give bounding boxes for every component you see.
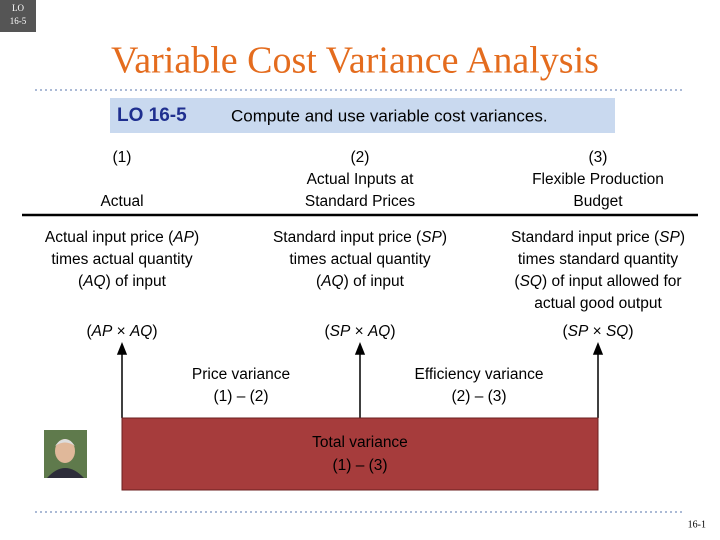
italic-run: AP — [172, 229, 194, 246]
text-run: ( — [324, 323, 330, 340]
text-run: ( — [316, 273, 322, 290]
text-run: actual good output — [534, 295, 662, 312]
column-heading: Budget — [573, 193, 623, 210]
italic-run: AQ — [129, 323, 152, 340]
column-heading: Flexible Production — [532, 171, 664, 188]
text-run: ) of input — [106, 273, 167, 290]
column-formula: (SP × SQ) — [562, 323, 633, 340]
arrow-head — [592, 341, 604, 355]
corner-badge-box — [0, 0, 36, 32]
italic-run: SQ — [520, 273, 542, 290]
variance-formula: (2) – (3) — [451, 388, 506, 405]
text-run: Standard input price ( — [273, 229, 422, 246]
italic-run: SP — [659, 229, 680, 246]
total-box — [121, 417, 599, 491]
italic-run: AQ — [320, 273, 343, 290]
column-description: (AQ) of input — [316, 273, 405, 290]
column-description: times actual quantity — [289, 251, 431, 268]
photo-body — [47, 468, 84, 478]
text-run: ) — [152, 323, 157, 340]
photo-hair — [55, 439, 75, 446]
column-description: actual good output — [534, 295, 662, 312]
text-run: ) of input — [344, 273, 405, 290]
text-run: × — [350, 323, 368, 340]
text-run: × — [588, 323, 606, 340]
photo — [44, 430, 87, 478]
total-formula: (1) – (3) — [332, 457, 387, 474]
text-run: ) of input allowed for — [542, 273, 682, 290]
column-description: Standard input price (SP) — [273, 229, 447, 246]
column-formula: (SP × AQ) — [324, 323, 395, 340]
column-description: times standard quantity — [518, 251, 679, 268]
text-run: ( — [78, 273, 84, 290]
column-description: (AQ) of input — [78, 273, 167, 290]
italic-run: SQ — [606, 323, 628, 340]
text-run: × — [112, 323, 130, 340]
column-description: Actual input price (AP) — [45, 229, 199, 246]
text-run: ( — [86, 323, 92, 340]
italic-run: SP — [330, 323, 351, 340]
page-number: 16-1 — [688, 519, 706, 530]
text-run: ) — [442, 229, 447, 246]
objective-code: LO 16-5 — [117, 105, 187, 126]
italic-run: SP — [421, 229, 442, 246]
column-formula: (AP × AQ) — [86, 323, 157, 340]
text-run: ) — [390, 323, 395, 340]
column-number: (1) — [113, 149, 132, 166]
text-run: ) — [680, 229, 685, 246]
text-run: times actual quantity — [289, 251, 431, 268]
photo-face — [55, 439, 75, 463]
italic-run: SP — [568, 323, 589, 340]
variance-label: Price variance — [192, 366, 290, 383]
objective-text: Compute and use variable cost variances. — [231, 106, 548, 125]
arrow-head — [354, 341, 366, 355]
text-run: Standard input price ( — [511, 229, 660, 246]
italic-run: AQ — [367, 323, 390, 340]
corner-badge: 16-5 — [10, 16, 27, 26]
text-run: times actual quantity — [51, 251, 193, 268]
total-label: Total variance — [312, 434, 408, 451]
variance-label: Efficiency variance — [415, 366, 544, 383]
title: Variable Cost Variance Analysis — [111, 40, 599, 82]
column-description: (SQ) of input allowed for — [514, 273, 681, 290]
objective-box — [110, 98, 615, 133]
text-run: times standard quantity — [518, 251, 679, 268]
column-heading: Standard Prices — [305, 193, 416, 210]
text-run: ) — [628, 323, 633, 340]
column-description: Standard input price (SP) — [511, 229, 685, 246]
italic-run: AP — [91, 323, 113, 340]
column-number: (3) — [589, 149, 608, 166]
text-run: Actual input price ( — [45, 229, 174, 246]
column-heading: Actual — [100, 193, 143, 210]
column-description: times actual quantity — [51, 251, 193, 268]
italic-run: AQ — [82, 273, 105, 290]
text-run: ( — [562, 323, 568, 340]
variance-formula: (1) – (2) — [213, 388, 268, 405]
arrows — [116, 341, 604, 418]
corner-badge: LO — [12, 3, 24, 13]
text-run: ( — [514, 273, 520, 290]
column-number: (2) — [351, 149, 370, 166]
column-heading: Actual Inputs at — [307, 171, 415, 188]
text-run: ) — [194, 229, 199, 246]
arrow-head — [116, 341, 128, 355]
